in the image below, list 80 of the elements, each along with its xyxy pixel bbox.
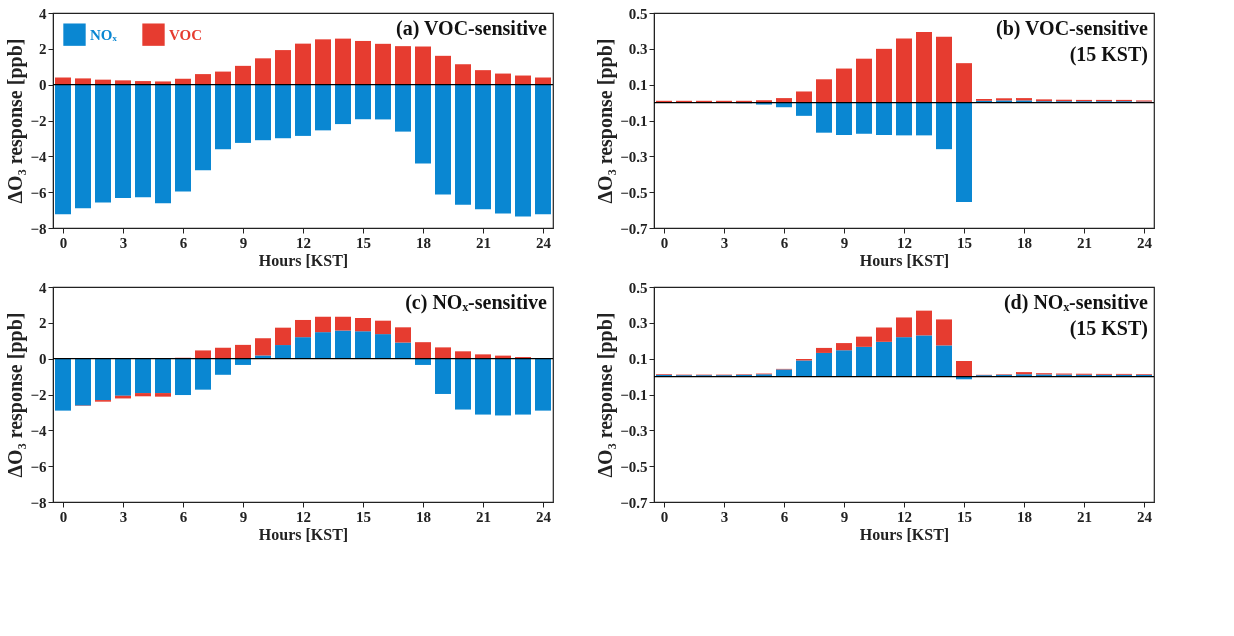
y-tick-label: 0.1: [628, 77, 648, 94]
y-tick-label: 2: [39, 41, 47, 58]
y-tick-label: −8: [30, 494, 47, 511]
legend-label: NOₓ: [90, 26, 118, 43]
x-axis-title: Hours [KST]: [258, 251, 349, 269]
x-tick-label: 3: [720, 508, 729, 525]
x-tick-label: 21: [476, 508, 491, 525]
chart-title: (c) NOₓ-sensitive: [405, 291, 548, 314]
y-tick-label: −0.3: [620, 422, 648, 439]
y-tick-label: 4: [39, 5, 47, 22]
x-tick-label: 15: [356, 508, 371, 525]
x-tick-label: 9: [840, 234, 849, 251]
x-tick-label: 18: [1017, 234, 1032, 251]
x-tick-label: 6: [780, 234, 789, 251]
y-tick-label: −0.3: [620, 148, 648, 165]
x-tick-label: 24: [536, 508, 552, 525]
y-tick-label: −0.7: [620, 494, 648, 511]
y-tick-label: −0.1: [620, 387, 648, 403]
x-tick-label: 12: [296, 234, 311, 251]
x-tick-label: 15: [957, 234, 972, 251]
x-tick-label: 18: [416, 508, 431, 525]
x-tick-label: 6: [780, 508, 789, 525]
x-tick-label: 6: [179, 234, 188, 251]
x-tick-label: 0: [660, 508, 669, 525]
y-tick-label: 0.5: [628, 5, 648, 22]
text: (15 KST): [1069, 317, 1148, 340]
x-tick-label: 24: [1137, 234, 1153, 251]
x-tick-label: 9: [239, 234, 248, 251]
y-tick-label: −8: [30, 220, 47, 237]
y-tick-label: 0: [39, 351, 47, 368]
y-tick-label: −0.5: [620, 458, 648, 475]
x-tick-label: 12: [296, 508, 311, 525]
x-tick-label: 15: [356, 234, 371, 251]
y-tick-label: −2: [30, 387, 47, 403]
x-tick-label: 3: [119, 234, 128, 251]
y-axis-title: ΔO₃ response [ppb]: [4, 38, 28, 204]
x-tick-label: 3: [119, 508, 128, 525]
y-tick-label: −2: [30, 113, 47, 129]
x-tick-label: 12: [897, 234, 912, 251]
y-axis-title: ΔO₃ response [ppb]: [594, 38, 618, 204]
y-tick-label: 0.5: [628, 279, 648, 296]
x-tick-label: 21: [476, 234, 491, 251]
x-tick-label: 21: [1077, 234, 1092, 251]
x-tick-label: 6: [179, 508, 188, 525]
x-tick-label: 0: [660, 234, 669, 251]
x-tick-label: 18: [1017, 508, 1032, 525]
y-tick-label: 0.1: [628, 351, 648, 368]
x-tick-label: 18: [416, 234, 431, 251]
y-tick-label: 4: [39, 279, 47, 296]
x-tick-label: 24: [1137, 508, 1153, 525]
x-tick-label: 12: [897, 508, 912, 525]
x-tick-label: 15: [957, 508, 972, 525]
y-axis-title: ΔO₃ response [ppb]: [594, 312, 618, 478]
y-tick-label: 0.3: [628, 315, 648, 332]
y-tick-label: −4: [30, 148, 47, 165]
x-tick-label: 0: [59, 234, 68, 251]
chart-title: (b) VOC-sensitive: [995, 17, 1149, 40]
y-tick-label: 0: [39, 77, 47, 94]
x-tick-label: 3: [720, 234, 729, 251]
x-tick-label: 24: [536, 234, 552, 251]
x-tick-label: 21: [1077, 508, 1092, 525]
text: (15 KST): [1069, 43, 1148, 66]
y-axis-title: ΔO₃ response [ppb]: [4, 312, 28, 478]
legend-label: VOC: [169, 26, 203, 43]
y-tick-label: 0.3: [628, 41, 648, 58]
chart-title: (a) VOC-sensitive: [396, 17, 548, 40]
x-axis-title: Hours [KST]: [859, 525, 950, 543]
y-tick-label: −6: [30, 458, 47, 475]
y-tick-label: −0.7: [620, 220, 648, 237]
y-tick-label: −6: [30, 184, 47, 201]
chart-title: (d) NOₓ-sensitive: [1003, 291, 1149, 314]
x-tick-label: 9: [840, 508, 849, 525]
y-tick-label: 2: [39, 315, 47, 332]
y-tick-label: −4: [30, 422, 47, 439]
x-tick-label: 0: [59, 508, 68, 525]
y-tick-label: −0.5: [620, 184, 648, 201]
y-tick-label: −0.1: [620, 113, 648, 129]
x-axis-title: Hours [KST]: [859, 251, 950, 269]
x-tick-label: 9: [239, 508, 248, 525]
x-axis-title: Hours [KST]: [258, 525, 349, 543]
